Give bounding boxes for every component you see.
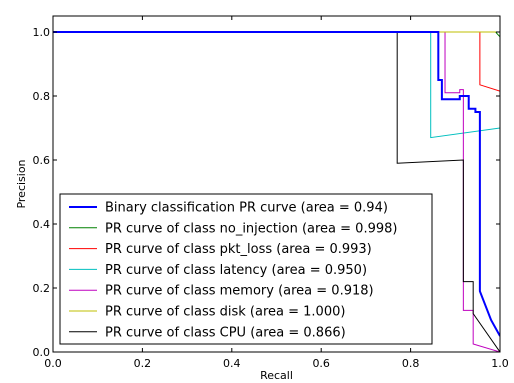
series-line-4 [53, 31, 500, 139]
series-line-5 [53, 31, 500, 352]
y-tick-label: 0.6 [33, 154, 51, 167]
y-tick-label: 0.8 [33, 90, 51, 103]
y-tick-label: 0.0 [33, 346, 51, 359]
y-tick-label: 0.2 [33, 282, 51, 295]
legend-entry: PR curve of class latency (area = 0.950) [105, 263, 367, 278]
series-line-1 [53, 31, 500, 337]
legend-entry: PR curve of class no_injection (area = 0… [105, 221, 397, 236]
series-line-3 [53, 31, 500, 92]
x-tick-label: 1.0 [491, 357, 509, 370]
x-tick-label: 0.2 [134, 357, 152, 370]
y-tick-label: 1.0 [33, 26, 51, 39]
x-axis-label: Recall [260, 369, 293, 382]
y-axis-label: Precision [15, 159, 28, 208]
x-tick-label: 0.8 [402, 357, 420, 370]
x-tick-label: 0.0 [44, 357, 62, 370]
y-tick-label: 0.4 [33, 218, 51, 231]
series-line-7 [53, 31, 500, 352]
x-tick-label: 0.6 [312, 357, 330, 370]
axis-ticks: 0.0 0.2 0.4 0.6 0.8 1.0 0.0 0.2 0.4 0.6 0.8 1.0 [33, 16, 509, 370]
legend-entry: PR curve of class memory (area = 0.918) [105, 284, 374, 299]
plot-frame [52, 15, 501, 353]
legend-box [59, 193, 433, 345]
legend-entry: PR curve of class pkt_loss (area = 0.993… [105, 242, 372, 257]
legend: Binary classification PR curve (area = 0… [59, 193, 433, 345]
x-tick-label: 0.4 [223, 357, 241, 370]
legend-entry: Binary classification PR curve (area = 0… [105, 201, 388, 216]
legend-entry: PR curve of class disk (area = 1.000) [105, 305, 345, 320]
plot-curves [53, 31, 500, 352]
legend-entry: PR curve of class CPU (area = 0.866) [105, 325, 346, 340]
